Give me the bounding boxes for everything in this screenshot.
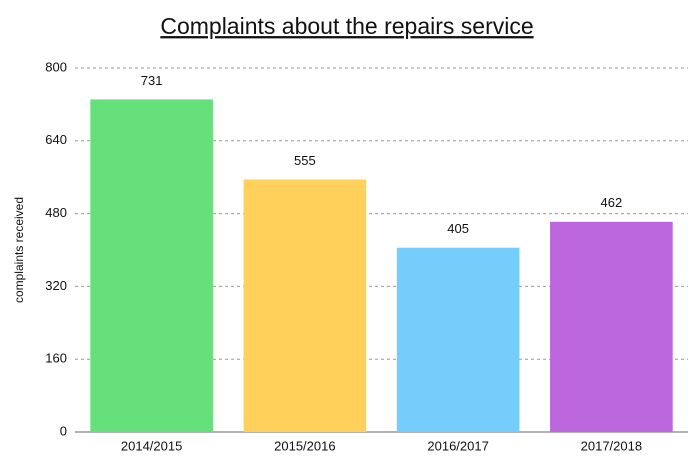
bar: [396, 247, 520, 432]
x-tick-label: 2016/2017: [427, 438, 488, 453]
x-tick-label: 2017/2018: [581, 438, 642, 453]
bar: [550, 221, 673, 432]
y-tick-label: 0: [60, 423, 67, 438]
bar: [90, 99, 213, 433]
y-tick-label: 800: [45, 59, 67, 74]
y-tick-label: 160: [45, 351, 67, 366]
y-tick-label: 320: [45, 278, 67, 293]
value-label: 405: [447, 221, 469, 236]
bar: [243, 179, 367, 432]
y-tick-label: 640: [45, 132, 67, 147]
x-tick-label: 2014/2015: [121, 438, 182, 453]
value-label: 731: [141, 73, 163, 88]
value-label: 462: [601, 195, 623, 210]
chart-title: Complaints about the repairs service: [160, 13, 533, 39]
x-tick-label: 2015/2016: [274, 438, 335, 453]
value-label: 555: [294, 153, 316, 168]
y-axis-label: complaints received: [12, 197, 26, 303]
y-tick-label: 480: [45, 205, 67, 220]
